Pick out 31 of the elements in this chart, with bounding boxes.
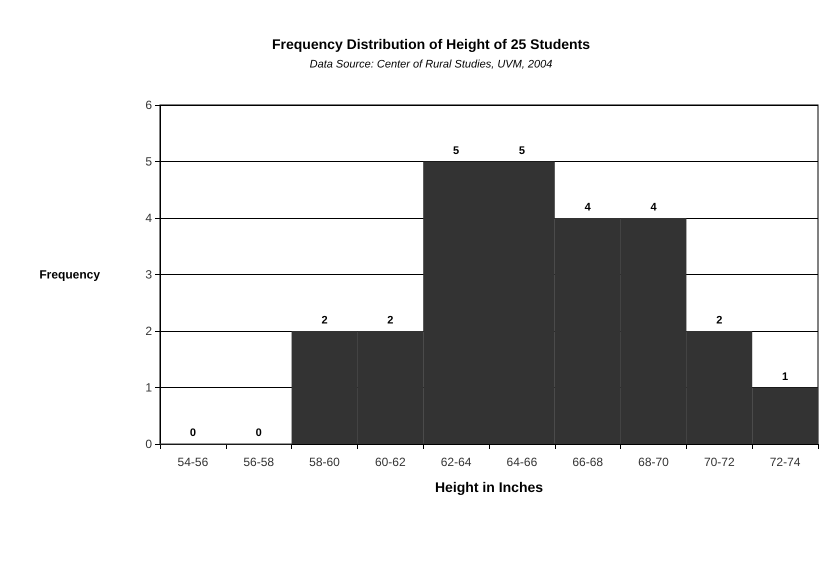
- data-label: 2: [387, 314, 394, 326]
- data-label: 4: [650, 202, 658, 214]
- y-axis-title: Frequency: [39, 268, 100, 282]
- y-tick-label: 2: [145, 324, 152, 338]
- x-tick-label: 56-58: [243, 455, 274, 469]
- x-tick-label: 68-70: [638, 455, 670, 469]
- data-label: 2: [321, 314, 328, 326]
- x-tick-label: 58-60: [309, 455, 340, 469]
- y-tick-label: 0: [145, 437, 152, 451]
- x-tick-label: 64-66: [506, 455, 538, 469]
- chart-subtitle: Data Source: Center of Rural Studies, UVM, 2004: [310, 58, 552, 70]
- y-tick-label: 3: [145, 268, 152, 282]
- data-label: 1: [782, 371, 788, 383]
- x-axis-title: Height in Inches: [434, 479, 544, 495]
- data-label: 5: [453, 145, 460, 157]
- data-label: 0: [256, 427, 262, 439]
- data-label: 5: [518, 145, 525, 157]
- data-label: 2: [716, 314, 722, 326]
- data-label: 4: [584, 202, 592, 214]
- y-tick-label: 6: [145, 98, 152, 112]
- x-tick-label: 66-68: [572, 455, 604, 469]
- chart-title: Frequency Distribution of Height of 25 Students: [272, 36, 590, 52]
- data-label: 0: [190, 427, 196, 439]
- x-tick-label: 62-64: [440, 455, 472, 469]
- y-tick-label: 1: [145, 380, 152, 394]
- x-tick-label: 72-74: [770, 455, 801, 469]
- x-tick-label: 60-62: [374, 455, 406, 469]
- x-tick-label: 70-72: [704, 455, 735, 469]
- y-tick-label: 5: [145, 154, 152, 168]
- y-tick-label: 4: [145, 211, 152, 225]
- x-tick-label: 54-56: [178, 455, 209, 469]
